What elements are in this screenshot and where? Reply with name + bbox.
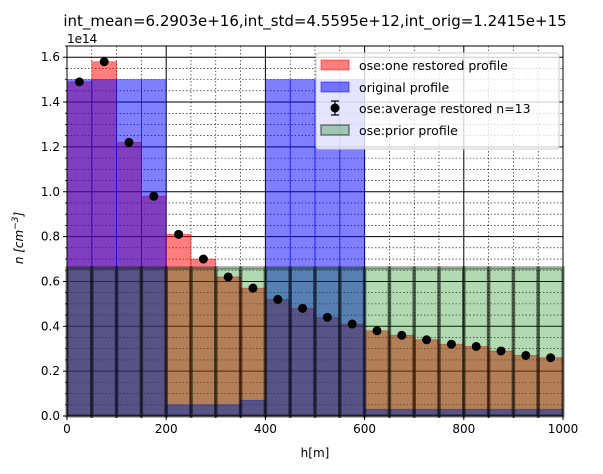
bar-prior (65, 266, 94, 418)
legend-box (315, 52, 560, 150)
bar-prior (263, 266, 292, 418)
average-point (397, 330, 407, 340)
average-point (372, 326, 382, 336)
bar-one-restored (215, 276, 242, 417)
average-point (248, 283, 258, 293)
x-axis-ticks: 0 200 400 600 800 1000 (63, 416, 578, 436)
y-tick-label: 0.0 (41, 409, 60, 423)
bar-original (289, 79, 316, 417)
y-tick-label: 1.0 (41, 185, 60, 199)
bar-prior (313, 266, 342, 418)
bar-one-restored (413, 339, 440, 417)
legend-label-original: original profile (359, 80, 449, 95)
y-tick-label: 0.6 (41, 274, 60, 288)
bar-prior (288, 266, 317, 418)
x-tick-label: 0 (63, 422, 71, 436)
average-point (347, 319, 357, 329)
y-tick-label: 0.8 (41, 230, 60, 244)
bar-one-restored (388, 334, 415, 417)
bar-prior (164, 266, 193, 418)
chart-title: int_mean=6.2903e+16,int_std=4.5595e+12,i… (63, 12, 566, 31)
average-point (446, 339, 456, 349)
bar-one-restored (240, 287, 266, 417)
y-tick-label: 1.4 (41, 95, 60, 109)
y-axis-label-exponent: −3 (11, 216, 21, 230)
points-layer (74, 57, 556, 363)
y-tick-label: 1.6 (41, 50, 60, 64)
y-axis-label-close: ] (12, 212, 26, 218)
average-point (198, 254, 208, 264)
y-tick-label: 0.2 (41, 364, 60, 378)
bar-prior (189, 266, 218, 418)
y-axis-label: n [cm−3] (11, 212, 26, 265)
average-point (149, 191, 159, 201)
bar-original (264, 79, 291, 417)
x-tick-label: 1000 (548, 422, 579, 436)
bar-one-restored (513, 355, 539, 417)
legend-marker-average (330, 103, 340, 113)
average-point (422, 335, 432, 345)
y-offset-text: 1e14 (67, 32, 97, 46)
bar-prior (90, 266, 119, 418)
bar-prior (139, 266, 168, 418)
bar-original (140, 79, 167, 417)
legend-label-average: ose:average restored n=13 (359, 101, 531, 116)
bar-prior (536, 266, 565, 418)
x-tick-label: 400 (254, 422, 277, 436)
x-tick-label: 800 (452, 422, 475, 436)
average-point (521, 350, 531, 360)
bar-prior (486, 266, 516, 418)
bar-prior (338, 266, 367, 418)
x-tick-label: 200 (155, 422, 178, 436)
x-axis-label: h[m] (301, 446, 330, 460)
y-axis-ticks: 0.0 0.2 0.4 0.6 0.8 1.0 1.2 1.4 1.6 (41, 45, 67, 423)
average-point (546, 353, 556, 363)
legend: ose:one restored profile original profil… (315, 52, 560, 150)
legend-label-one-restored: ose:one restored profile (359, 58, 508, 73)
y-tick-label: 1.2 (41, 140, 60, 154)
bar-prior (387, 266, 416, 418)
average-point (74, 77, 84, 87)
bar-one-restored (190, 258, 217, 417)
y-tick-label: 0.4 (41, 319, 60, 333)
bar-prior (511, 266, 540, 418)
average-point (322, 312, 332, 322)
average-point (174, 229, 184, 239)
legend-swatch-one-restored (320, 59, 350, 71)
average-point (471, 341, 481, 351)
average-point (223, 272, 233, 282)
bar-prior (114, 266, 144, 418)
y-axis-label-base: n [cm (12, 230, 26, 264)
bar-prior (214, 266, 243, 418)
legend-swatch-original (320, 81, 350, 93)
legend-label-prior: ose:prior profile (359, 123, 458, 138)
bar-one-restored (438, 343, 465, 417)
bar-original (116, 79, 142, 417)
average-point (124, 137, 134, 147)
average-point (496, 346, 506, 356)
average-point (99, 57, 109, 67)
average-point (298, 303, 308, 313)
bar-prior (362, 266, 392, 418)
bar-one-restored (488, 350, 514, 417)
average-point (273, 294, 283, 304)
bar-one-restored (165, 233, 192, 417)
legend-swatch-prior (320, 124, 350, 136)
x-tick-label: 600 (353, 422, 376, 436)
